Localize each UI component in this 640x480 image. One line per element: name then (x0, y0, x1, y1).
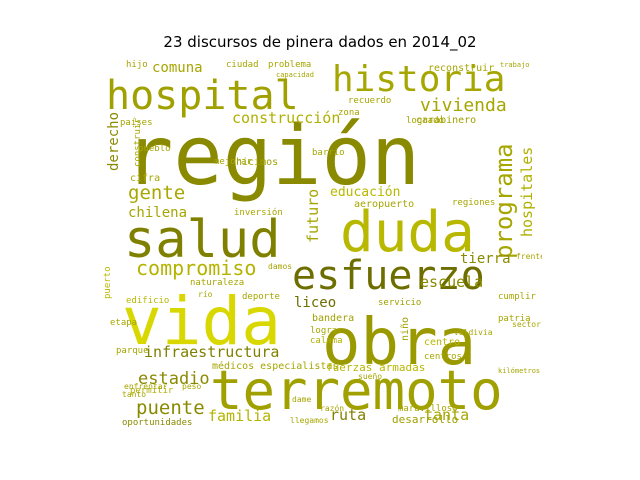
word: esfuerzo (292, 253, 485, 299)
word: damos (268, 262, 292, 271)
word: deporte (242, 292, 280, 302)
word: pueblo (138, 144, 171, 154)
word: futuro (304, 189, 322, 243)
word: desarrollo (392, 413, 458, 426)
word: construir (133, 118, 143, 167)
word: tanta (424, 406, 469, 424)
word: vida (122, 283, 281, 360)
word-cloud: región hospital historia salud duda vida… (102, 59, 542, 436)
word: frente (516, 252, 542, 261)
word: carabinero (416, 115, 476, 126)
word: sector (512, 320, 541, 329)
word: zona (338, 108, 360, 118)
word: enfrentar (124, 382, 168, 391)
word: médicos especialistas (212, 360, 338, 372)
word: tanto (122, 390, 146, 399)
word: capacidad (276, 71, 314, 79)
word: hicimos (236, 157, 278, 168)
word: valdivia (454, 328, 493, 337)
word: ciudad (226, 60, 259, 70)
word: reconstruir (428, 63, 494, 74)
word: infraestructura (144, 343, 279, 361)
word: parque (116, 346, 149, 356)
word: escuela (420, 273, 483, 291)
page-title: 23 discursos de pinera dados en 2014_02 (163, 33, 477, 51)
word: educación (330, 185, 400, 200)
word: países (120, 118, 153, 128)
word: puerto (103, 266, 113, 299)
word: familia (208, 407, 271, 425)
word: edificio (126, 296, 169, 306)
word: inversión (234, 207, 283, 218)
word: liceo (294, 295, 336, 311)
word: salud (124, 210, 281, 270)
word: centro (424, 337, 460, 348)
word: chilena (128, 205, 187, 221)
word: llegamos (290, 416, 329, 425)
word: hijo (126, 60, 148, 70)
word: derecho (106, 112, 122, 171)
word: lograr (310, 326, 343, 336)
word: logrado (406, 116, 444, 126)
word: regiones (452, 198, 495, 208)
word: vivienda (420, 95, 507, 116)
word: kilómetros (498, 367, 540, 375)
word: obra (322, 306, 476, 380)
word: mejorar (214, 157, 253, 167)
word: niño (400, 317, 411, 341)
word: dame (292, 395, 311, 404)
word: bandera (312, 313, 354, 324)
word: problema (268, 60, 311, 70)
word: naturaleza (190, 278, 244, 288)
word: aeropuerto (354, 199, 414, 210)
word: trabajo (500, 61, 530, 69)
word: gente (128, 182, 185, 204)
word: programa (490, 143, 518, 259)
word: río (198, 290, 213, 299)
word: permitir (130, 386, 174, 396)
word: historia (332, 59, 505, 100)
word: comuna (152, 60, 203, 76)
word: calama (310, 336, 343, 346)
word: hospitales (518, 147, 536, 237)
word: etapa (110, 318, 137, 328)
word: patria (498, 314, 531, 324)
word: cifra (130, 173, 160, 184)
word: construcción (232, 109, 340, 127)
word: maravilloso (398, 404, 458, 414)
word: ruta (330, 406, 366, 424)
word: terremoto (210, 359, 503, 422)
word: duda (340, 200, 475, 265)
word: región (124, 109, 420, 204)
word: cumplir (498, 292, 537, 302)
word: fuerzas armadas (326, 361, 425, 374)
word: servicio (378, 298, 421, 308)
word: centros (424, 352, 462, 362)
word: hospital (106, 73, 299, 119)
word: barrio (312, 148, 345, 158)
word: compromiso (136, 256, 256, 280)
word: sueño (358, 372, 382, 381)
word: oportunidades (122, 418, 192, 428)
word: recuerdo (348, 96, 391, 106)
word: razón (320, 403, 344, 413)
word: tierra (460, 251, 511, 267)
word: puente (136, 397, 205, 419)
word: peso (182, 382, 201, 391)
word: estadio (138, 369, 210, 389)
